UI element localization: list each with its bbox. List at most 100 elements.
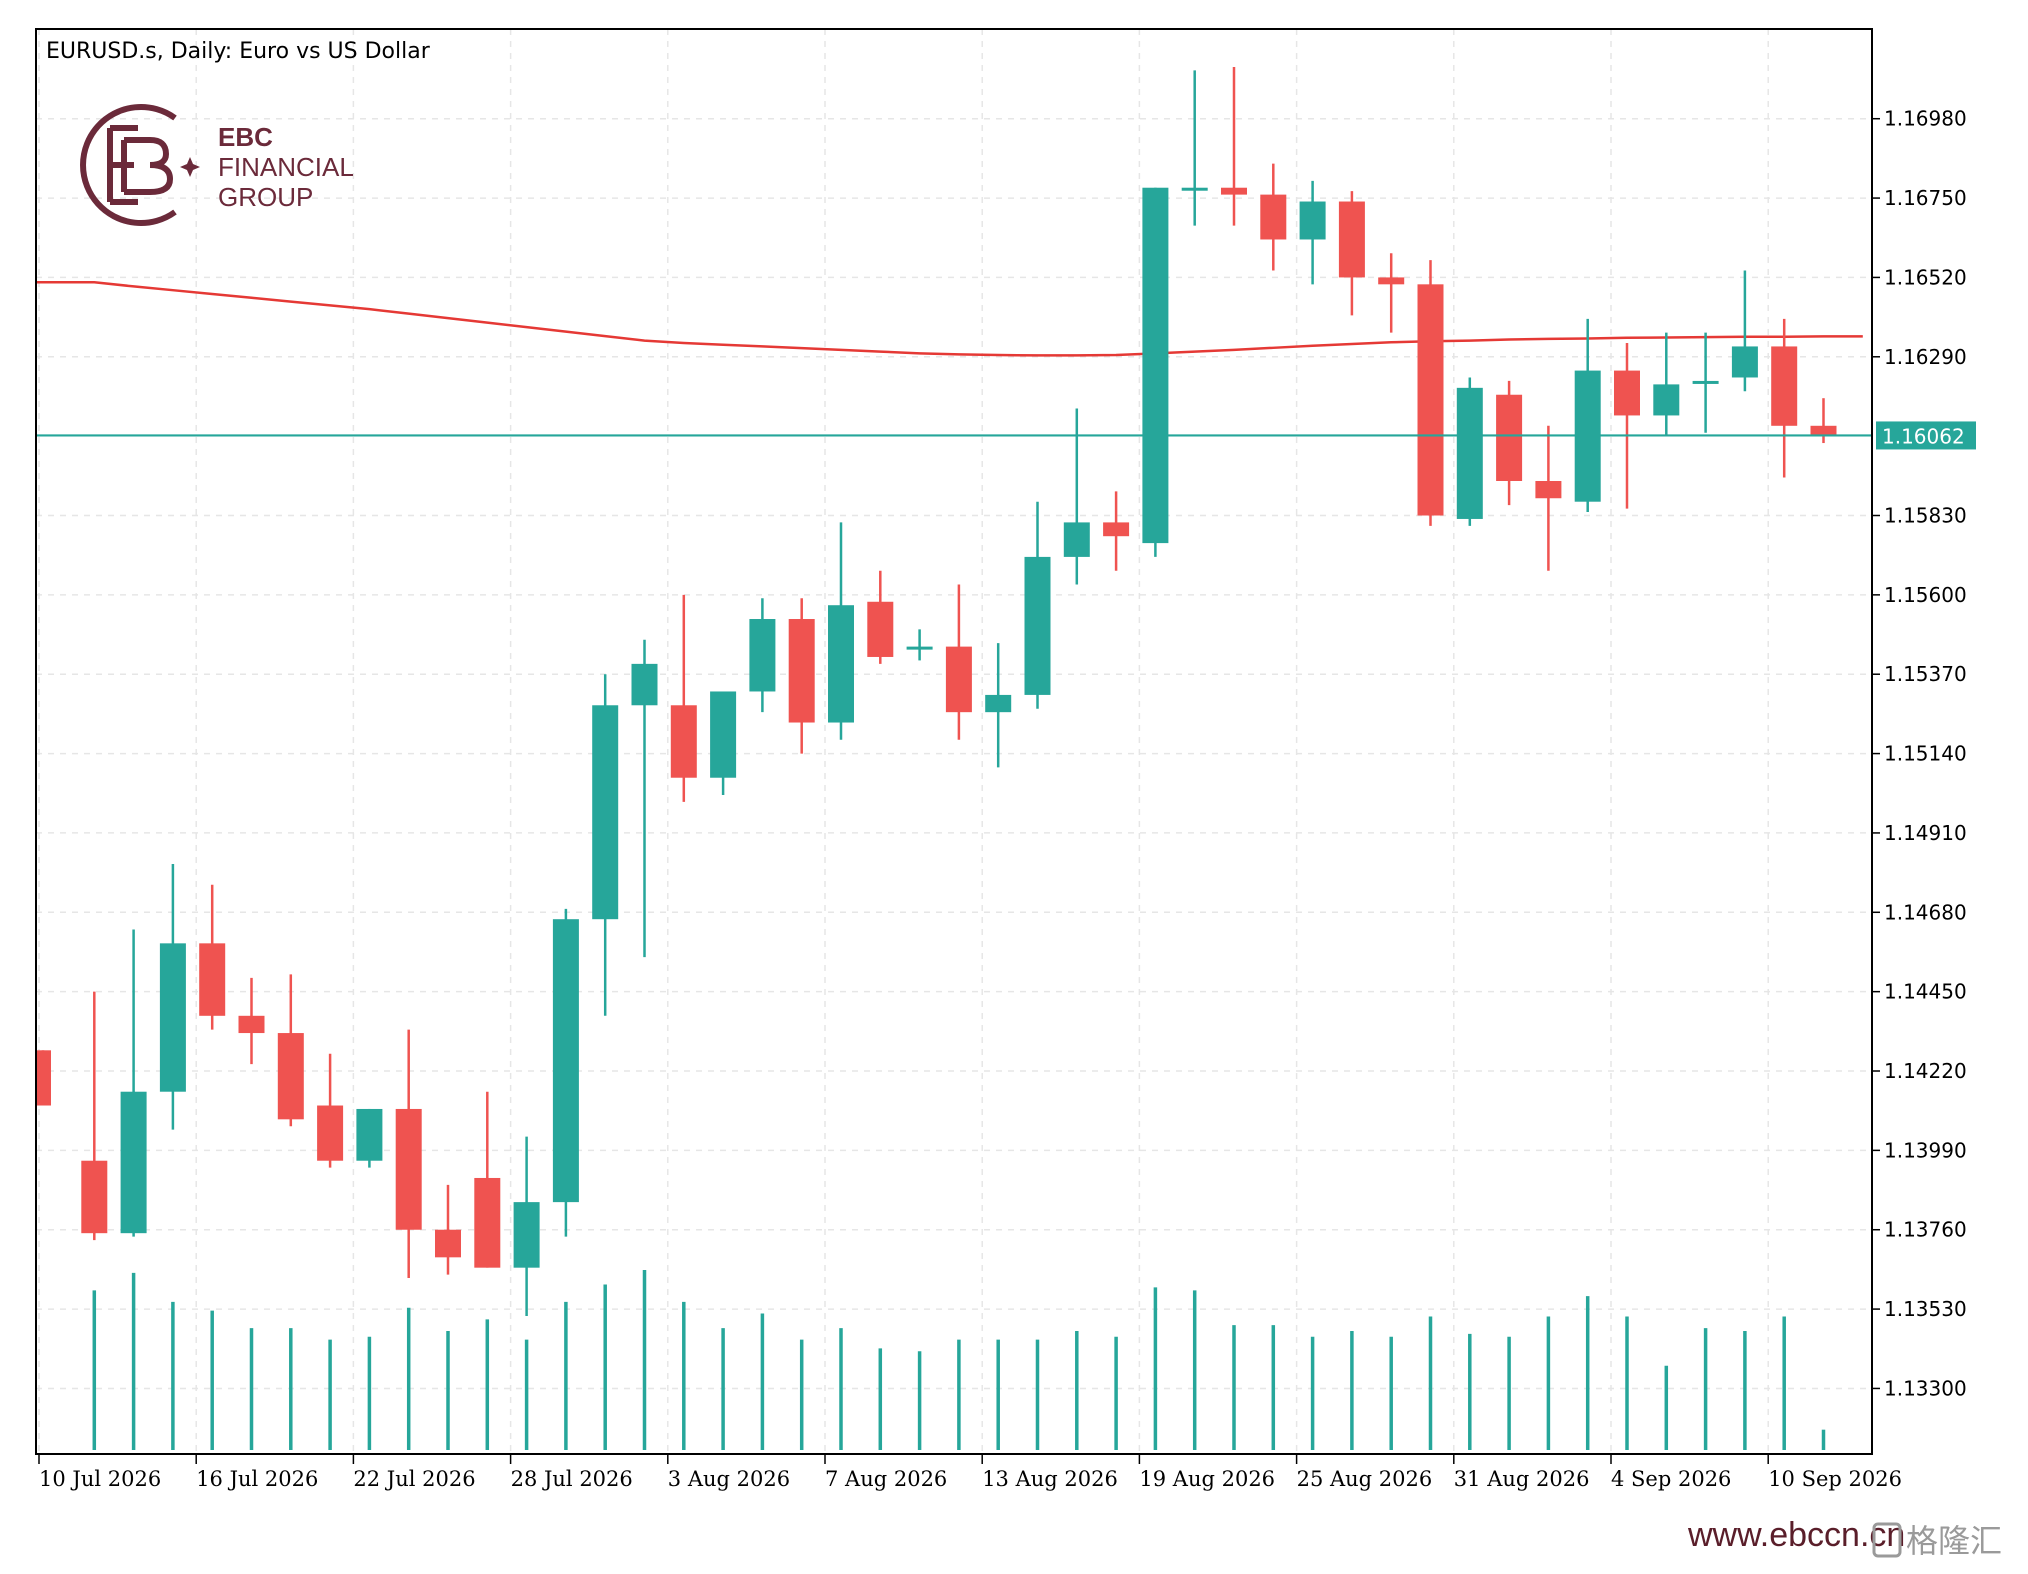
candle-body xyxy=(710,691,737,778)
candle-body xyxy=(1142,187,1169,544)
candle xyxy=(1496,380,1523,506)
candle-body xyxy=(592,705,619,920)
candle xyxy=(1653,332,1680,437)
candle xyxy=(1181,70,1208,226)
candle-body xyxy=(670,705,697,778)
candle xyxy=(670,594,697,802)
grid xyxy=(36,29,1872,1454)
candle-body xyxy=(395,1108,422,1230)
candle xyxy=(1771,318,1798,478)
y-axis-labels: 1.16980 1.16750 1.16520 1.16290 1.15830 1.156… xyxy=(1884,107,1967,1401)
candle-body xyxy=(828,605,854,723)
x-tick-label: 13 Aug 2026 xyxy=(982,1467,1118,1491)
candle-body xyxy=(945,646,972,713)
y-tick-label: 1.16750 xyxy=(1884,186,1967,210)
candle-body xyxy=(37,1050,51,1106)
watermark-url: www.ebccn.cn xyxy=(1687,1516,1905,1554)
x-tick-label: 22 Jul 2026 xyxy=(353,1467,475,1491)
x-tick-label: 25 Aug 2026 xyxy=(1297,1467,1433,1491)
candle-body xyxy=(788,619,815,723)
ebc-emblem-icon xyxy=(80,104,177,226)
moving-average-line xyxy=(36,281,1863,357)
x-tick-label: 7 Aug 2026 xyxy=(825,1467,947,1491)
source-mark-text: 格隆汇 xyxy=(1906,1522,2002,1560)
candle-body xyxy=(1103,522,1130,537)
candle-body xyxy=(1024,556,1051,695)
x-tick-label: 31 Aug 2026 xyxy=(1454,1467,1590,1491)
candle xyxy=(906,629,933,661)
candle xyxy=(1614,342,1640,509)
candle-body xyxy=(1417,284,1444,516)
candle-body xyxy=(277,1033,304,1120)
candle-body xyxy=(867,601,894,657)
candle-body xyxy=(474,1177,501,1268)
candle xyxy=(749,598,776,713)
candle-body xyxy=(906,646,933,650)
candle-body xyxy=(1221,187,1247,195)
y-tick-label: 1.13990 xyxy=(1884,1138,1967,1162)
candle-body xyxy=(1771,346,1798,426)
candle-body xyxy=(199,943,226,1016)
candle-body xyxy=(1181,187,1208,191)
candle xyxy=(159,863,186,1130)
candle xyxy=(1417,260,1444,526)
candle xyxy=(1024,501,1051,709)
y-tick-label: 1.16980 xyxy=(1884,107,1967,131)
candle-body xyxy=(238,1015,265,1034)
y-tick-label: 1.15830 xyxy=(1884,504,1967,528)
candle-body xyxy=(120,1091,147,1234)
candle-body xyxy=(435,1229,461,1258)
candle xyxy=(1260,163,1287,271)
candle xyxy=(1535,425,1562,571)
candle-body xyxy=(1063,522,1090,557)
current-price-line: 1.16062 xyxy=(36,421,1976,450)
candle xyxy=(788,598,815,754)
candle xyxy=(474,1091,501,1268)
candle-body xyxy=(356,1108,383,1161)
candle xyxy=(1142,187,1169,557)
logo-line-group: GROUP xyxy=(218,182,313,212)
candle-body xyxy=(749,619,776,692)
candle-body xyxy=(1810,425,1837,437)
candle xyxy=(1692,332,1719,433)
candle xyxy=(277,974,304,1127)
x-tick-label: 10 Sep 2026 xyxy=(1768,1467,1902,1491)
y-tick-label: 1.13530 xyxy=(1884,1297,1967,1321)
candle xyxy=(710,691,737,795)
candle xyxy=(945,584,972,740)
x-tick-label: 28 Jul 2026 xyxy=(511,1467,633,1491)
candle-body xyxy=(985,694,1012,713)
candle xyxy=(1731,270,1758,392)
candle xyxy=(1221,66,1247,226)
x-tick-label: 19 Aug 2026 xyxy=(1139,1467,1275,1491)
candle xyxy=(867,570,894,664)
candle xyxy=(828,522,854,740)
y-tick-label: 1.15370 xyxy=(1884,662,1967,686)
candle-body xyxy=(1299,201,1326,240)
candle xyxy=(1103,491,1130,571)
candle xyxy=(37,1050,51,1106)
current-price-badge xyxy=(1876,421,1976,450)
candle xyxy=(199,884,226,1030)
candle-body xyxy=(1260,194,1287,240)
x-tick-label: 16 Jul 2026 xyxy=(196,1467,318,1491)
candle-body xyxy=(317,1105,344,1161)
logo-line-financial: FINANCIAL xyxy=(218,152,354,182)
candle-body xyxy=(81,1160,108,1234)
candle-body xyxy=(159,943,186,1092)
y-tick-label: 1.13760 xyxy=(1884,1218,1967,1242)
candle-body xyxy=(1653,384,1680,416)
axes xyxy=(35,28,1880,1464)
y-tick-label: 1.16290 xyxy=(1884,345,1967,369)
x-tick-label: 3 Aug 2026 xyxy=(668,1467,790,1491)
candle-body xyxy=(1535,480,1562,499)
candle xyxy=(435,1184,461,1275)
candle xyxy=(985,643,1012,768)
y-tick-label: 1.13300 xyxy=(1884,1376,1967,1400)
candle-body xyxy=(631,663,658,706)
volume-bars xyxy=(92,1270,1826,1450)
candle-body xyxy=(1496,394,1523,481)
candle xyxy=(81,991,108,1241)
